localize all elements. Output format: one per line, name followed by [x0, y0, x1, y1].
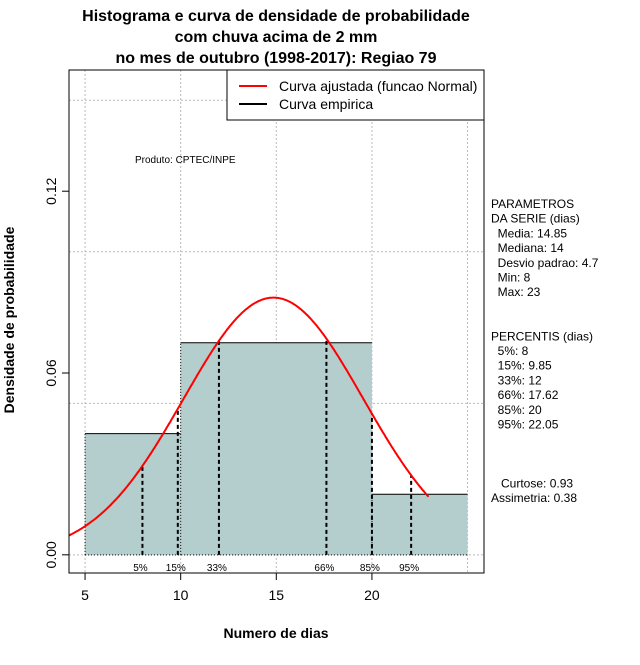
side-stat-line: 85%: 20: [491, 403, 542, 417]
x-tick-label: 10: [173, 587, 189, 603]
side-stat-line: Max: 23: [491, 285, 541, 299]
histogram-bar: [371, 494, 468, 555]
side-stat-line: 5%: 8: [491, 344, 529, 358]
y-axis-label: Densidade de probabilidade: [1, 226, 17, 413]
x-axis-label: Numero de dias: [223, 625, 328, 641]
percentile-label: 5%: [133, 563, 148, 574]
histogram-bar: [180, 342, 372, 555]
percentile-label: 85%: [360, 563, 380, 574]
side-stat-line: Media: 14.85: [491, 226, 567, 240]
side-stat-line: Mediana: 14: [491, 241, 564, 255]
normal-curve: [68, 296, 430, 537]
chart-title-line: no mes de outubro (1998-2017): Regiao 79: [116, 50, 437, 67]
y-tick-label: 0.06: [43, 359, 59, 386]
side-stat-line: Desvio padrao: 4.7: [491, 256, 599, 270]
legend-box: [226, 69, 485, 121]
chart-title-line: com chuva acima de 2 mm: [175, 29, 378, 46]
percentile-label: 15%: [166, 563, 186, 574]
x-tick-label: 20: [364, 587, 380, 603]
chart-title-line: Histograma e curva de densidade de proba…: [82, 8, 470, 25]
legend-label: Curva empirica: [279, 96, 373, 112]
side-stat-line: Min: 8: [491, 271, 531, 285]
side-stat-line: 15%: 9.85: [491, 359, 552, 373]
side-stat-line: DA SERIE (dias): [491, 212, 580, 226]
side-stat-line: 33%: 12: [491, 373, 542, 387]
side-stat-line: Curtose: 0.93: [491, 476, 573, 490]
y-tick-label: 0.00: [43, 541, 59, 568]
y-tick-label: 0.12: [43, 177, 59, 204]
x-tick-label: 15: [269, 587, 285, 603]
side-stat-line: 66%: 17.62: [491, 388, 559, 402]
side-stat-line: 95%: 22.05: [491, 418, 559, 432]
percentile-label: 95%: [399, 563, 419, 574]
histogram-bar: [85, 433, 181, 555]
percentile-label: 33%: [207, 563, 227, 574]
product-annotation: Produto: CPTEC/INPE: [135, 155, 236, 166]
x-tick-label: 5: [81, 587, 89, 603]
percentile-label: 66%: [314, 563, 334, 574]
side-stat-line: Assimetria: 0.38: [491, 491, 577, 505]
side-stat-line: PARAMETROS: [491, 197, 574, 211]
side-stat-line: PERCENTIS (dias): [491, 329, 593, 343]
legend-label: Curva ajustada (funcao Normal): [279, 78, 477, 94]
